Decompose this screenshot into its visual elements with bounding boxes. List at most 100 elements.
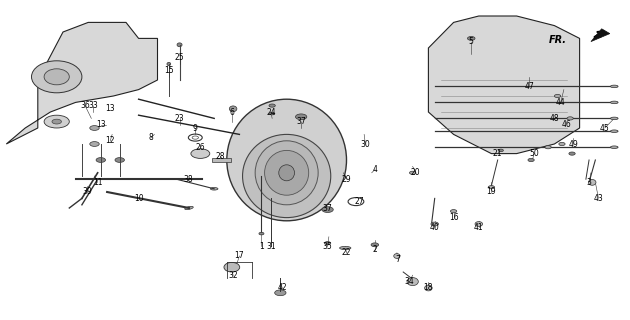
Text: 48: 48 (549, 114, 559, 123)
Text: 22: 22 (341, 248, 352, 257)
Ellipse shape (96, 158, 105, 163)
Polygon shape (6, 22, 158, 144)
Text: 15: 15 (164, 66, 174, 75)
Ellipse shape (610, 101, 618, 104)
Ellipse shape (498, 149, 503, 152)
Ellipse shape (270, 112, 275, 115)
Ellipse shape (177, 43, 182, 47)
Text: 28: 28 (215, 152, 226, 161)
Text: 1: 1 (259, 242, 264, 251)
Text: 23: 23 (175, 114, 185, 123)
Text: 12: 12 (105, 136, 115, 145)
Text: 16: 16 (449, 213, 459, 222)
Text: 37: 37 (323, 204, 333, 212)
Text: 46: 46 (562, 120, 572, 129)
Ellipse shape (610, 117, 618, 120)
Bar (212, 158, 231, 163)
Ellipse shape (265, 150, 309, 195)
Ellipse shape (255, 141, 318, 205)
Text: 3: 3 (587, 178, 592, 187)
Text: 30: 30 (360, 140, 370, 148)
Ellipse shape (559, 142, 565, 146)
Ellipse shape (44, 115, 69, 128)
Ellipse shape (243, 134, 331, 218)
Text: 19: 19 (486, 188, 496, 196)
Ellipse shape (52, 119, 61, 124)
Ellipse shape (44, 69, 69, 85)
Ellipse shape (569, 152, 575, 155)
Text: 49: 49 (568, 140, 578, 148)
Text: 18: 18 (423, 284, 433, 292)
Text: 4: 4 (372, 165, 377, 174)
Text: 42: 42 (277, 284, 287, 292)
Text: 47: 47 (524, 82, 534, 91)
Ellipse shape (32, 61, 82, 93)
Ellipse shape (269, 104, 275, 107)
Ellipse shape (227, 99, 346, 221)
Ellipse shape (340, 246, 351, 250)
Text: 41: 41 (474, 223, 484, 232)
Ellipse shape (610, 85, 618, 88)
Text: 50: 50 (529, 149, 539, 158)
Ellipse shape (279, 165, 295, 181)
Text: 35: 35 (323, 242, 333, 251)
Ellipse shape (210, 188, 218, 190)
Text: 38: 38 (183, 175, 193, 184)
Text: 11: 11 (93, 178, 103, 187)
Ellipse shape (229, 106, 237, 112)
Ellipse shape (89, 126, 100, 131)
Text: 44: 44 (556, 98, 566, 107)
Ellipse shape (467, 36, 475, 40)
Text: FR.: FR. (549, 35, 567, 45)
Ellipse shape (425, 285, 432, 291)
Text: 37: 37 (296, 117, 306, 126)
Ellipse shape (475, 221, 483, 227)
Polygon shape (591, 29, 610, 42)
Ellipse shape (324, 242, 331, 245)
Ellipse shape (610, 130, 618, 132)
Ellipse shape (191, 149, 210, 158)
Ellipse shape (407, 278, 418, 286)
Ellipse shape (295, 114, 307, 120)
Ellipse shape (394, 253, 400, 259)
Ellipse shape (115, 158, 125, 163)
Text: 25: 25 (175, 53, 185, 62)
Ellipse shape (450, 210, 457, 213)
Text: 36: 36 (80, 101, 90, 110)
Ellipse shape (431, 222, 438, 226)
Ellipse shape (89, 141, 100, 147)
Text: 6: 6 (229, 108, 234, 116)
Text: 33: 33 (88, 101, 98, 110)
Text: 20: 20 (411, 168, 421, 177)
Ellipse shape (528, 158, 534, 162)
Text: 43: 43 (593, 194, 604, 203)
Ellipse shape (167, 62, 171, 66)
Text: 31: 31 (266, 242, 276, 251)
Ellipse shape (371, 243, 379, 247)
Text: 40: 40 (430, 223, 440, 232)
Ellipse shape (554, 94, 561, 98)
Text: 39: 39 (82, 188, 92, 196)
Text: 26: 26 (195, 143, 205, 152)
Ellipse shape (185, 206, 193, 210)
Text: 10: 10 (134, 194, 144, 203)
Text: 45: 45 (600, 124, 610, 132)
Text: 5: 5 (469, 37, 474, 46)
Text: 13: 13 (96, 120, 106, 129)
Text: 24: 24 (266, 108, 276, 116)
Ellipse shape (567, 117, 573, 120)
Text: 34: 34 (404, 277, 415, 286)
Ellipse shape (322, 207, 333, 212)
Text: 8: 8 (149, 133, 154, 142)
Ellipse shape (224, 262, 240, 272)
Ellipse shape (588, 180, 596, 185)
Ellipse shape (488, 186, 495, 189)
Text: 7: 7 (396, 255, 401, 264)
Polygon shape (428, 16, 580, 154)
Text: 17: 17 (234, 252, 244, 260)
Ellipse shape (545, 146, 551, 149)
Text: 21: 21 (493, 149, 503, 158)
Text: 9: 9 (193, 124, 198, 132)
Ellipse shape (610, 146, 618, 148)
Ellipse shape (410, 171, 416, 174)
